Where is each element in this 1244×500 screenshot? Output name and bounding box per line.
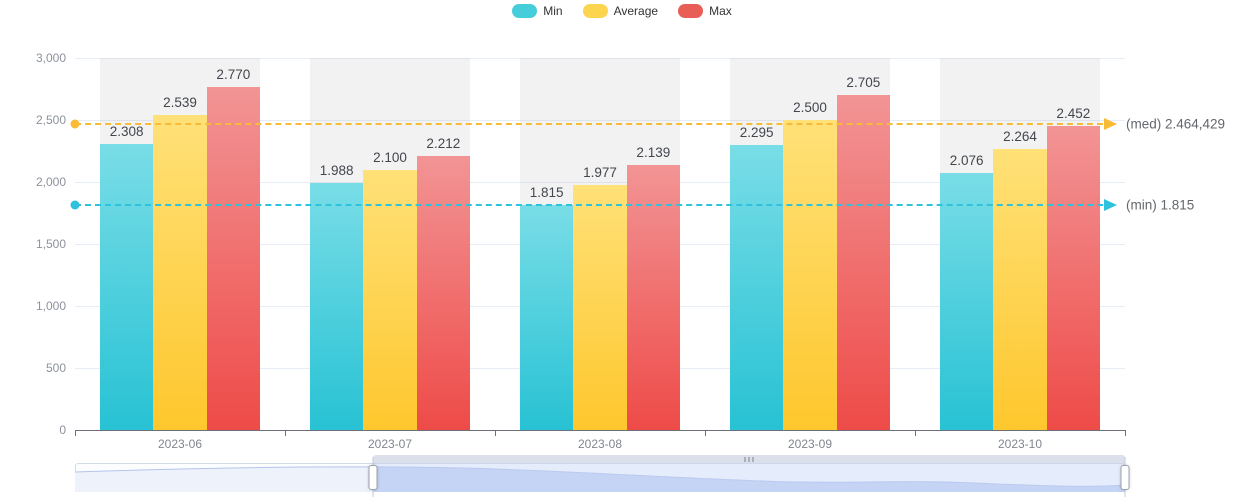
datazoom-preview-wave bbox=[75, 466, 1125, 492]
bar-value-label: 2.076 bbox=[949, 152, 984, 168]
bar-average-2023-08[interactable] bbox=[573, 184, 627, 430]
bar-value-label: 1.977 bbox=[583, 164, 617, 180]
legend-marker-icon bbox=[582, 4, 608, 18]
x-axis-tick bbox=[75, 430, 76, 436]
legend-item-max[interactable]: Max bbox=[673, 4, 737, 18]
markline-med-arrow-icon bbox=[1104, 118, 1117, 131]
x-axis-tick bbox=[1125, 430, 1126, 436]
bar-value-label: 2.212 bbox=[426, 135, 461, 151]
bar-min-2023-06[interactable] bbox=[100, 143, 154, 430]
bar-max-2023-09[interactable] bbox=[836, 94, 890, 430]
y-axis-tick-label: 3,000 bbox=[35, 51, 66, 65]
datazoom-area-selected bbox=[373, 466, 1125, 492]
bar-min-2023-09[interactable] bbox=[730, 145, 784, 430]
bar-value-label: 2.705 bbox=[846, 74, 881, 90]
datazoom-left-handle[interactable] bbox=[368, 465, 378, 490]
bar-value-label: 2.770 bbox=[216, 66, 251, 82]
bar-average-2023-06[interactable] bbox=[153, 115, 207, 430]
markline-min-label: (min) 1.815 bbox=[1126, 197, 1195, 213]
datazoom-move-handle[interactable] bbox=[373, 455, 1125, 463]
bar-value-label: 2.308 bbox=[109, 123, 144, 139]
bar-max-2023-08[interactable] bbox=[626, 164, 680, 430]
bar-value-label: 1.815 bbox=[529, 184, 564, 200]
x-axis-tick bbox=[915, 430, 916, 436]
bar-value-label: 1.988 bbox=[319, 163, 354, 179]
bar-max-2023-10[interactable] bbox=[1046, 125, 1100, 430]
x-axis-tick bbox=[705, 430, 706, 436]
markline-med-start-dot-icon bbox=[70, 119, 80, 129]
x-axis-tick bbox=[285, 430, 286, 436]
bar-value-label: 2.500 bbox=[793, 100, 827, 115]
legend-item-min[interactable]: Min bbox=[507, 4, 567, 18]
markline-med bbox=[75, 123, 1103, 126]
markline-min-arrow-icon bbox=[1104, 198, 1117, 211]
bar-value-label: 2.264 bbox=[1003, 129, 1037, 145]
x-axis-category-label: 2023-10 bbox=[997, 437, 1043, 451]
datazoom-selected-window[interactable] bbox=[373, 463, 1125, 492]
bar-value-label: 2.100 bbox=[373, 149, 407, 165]
y-gridline bbox=[75, 120, 1125, 121]
y-gridline bbox=[75, 182, 1125, 183]
chart-legend: Min Average Max bbox=[0, 4, 1244, 18]
datazoom-slider[interactable] bbox=[75, 455, 1130, 499]
bar-value-label: 2.452 bbox=[1056, 105, 1091, 121]
legend-label: Max bbox=[709, 4, 732, 18]
legend-label: Average bbox=[613, 4, 659, 18]
bar-max-2023-07[interactable] bbox=[416, 155, 470, 430]
bar-value-label: 2.139 bbox=[636, 144, 671, 160]
bar-min-2023-08[interactable] bbox=[520, 204, 574, 430]
y-axis-tick-label: 500 bbox=[45, 361, 66, 375]
y-axis-tick-label: 2,500 bbox=[35, 113, 66, 127]
bar-value-label: 2.295 bbox=[739, 125, 774, 141]
y-axis-tick-label: 0 bbox=[59, 423, 66, 437]
bar-average-2023-10[interactable] bbox=[993, 149, 1047, 430]
bar-max-2023-06[interactable] bbox=[206, 86, 260, 430]
x-axis-line bbox=[75, 430, 1126, 431]
legend-label: Min bbox=[543, 4, 563, 18]
legend-marker-icon bbox=[678, 4, 704, 18]
y-gridline bbox=[75, 58, 1125, 59]
y-axis-tick-label: 1,500 bbox=[35, 237, 66, 251]
y-axis-tick-label: 1,000 bbox=[35, 299, 66, 313]
x-axis-category-label: 2023-09 bbox=[787, 437, 833, 451]
x-axis-category-label: 2023-07 bbox=[367, 437, 413, 451]
bar-average-2023-09[interactable] bbox=[783, 120, 837, 430]
datazoom-grip-icon bbox=[744, 456, 755, 462]
markline-med-label: (med) 2.464,429 bbox=[1126, 116, 1226, 132]
bar-average-2023-07[interactable] bbox=[363, 169, 417, 430]
bar-min-2023-10[interactable] bbox=[940, 172, 994, 430]
bar-min-2023-07[interactable] bbox=[310, 183, 364, 430]
datazoom-right-handle[interactable] bbox=[1120, 465, 1130, 490]
markline-min-start-dot-icon bbox=[70, 200, 80, 210]
x-axis-tick bbox=[495, 430, 496, 436]
markline-min bbox=[75, 203, 1103, 206]
y-axis-tick-label: 2,000 bbox=[35, 175, 66, 189]
legend-marker-icon bbox=[512, 4, 538, 18]
x-axis-category-label: 2023-06 bbox=[157, 437, 203, 451]
x-axis-category-label: 2023-08 bbox=[577, 437, 623, 451]
bar-value-label: 2.539 bbox=[163, 95, 197, 111]
legend-item-average[interactable]: Average bbox=[578, 4, 663, 18]
datazoom-preview-line bbox=[75, 466, 1125, 487]
